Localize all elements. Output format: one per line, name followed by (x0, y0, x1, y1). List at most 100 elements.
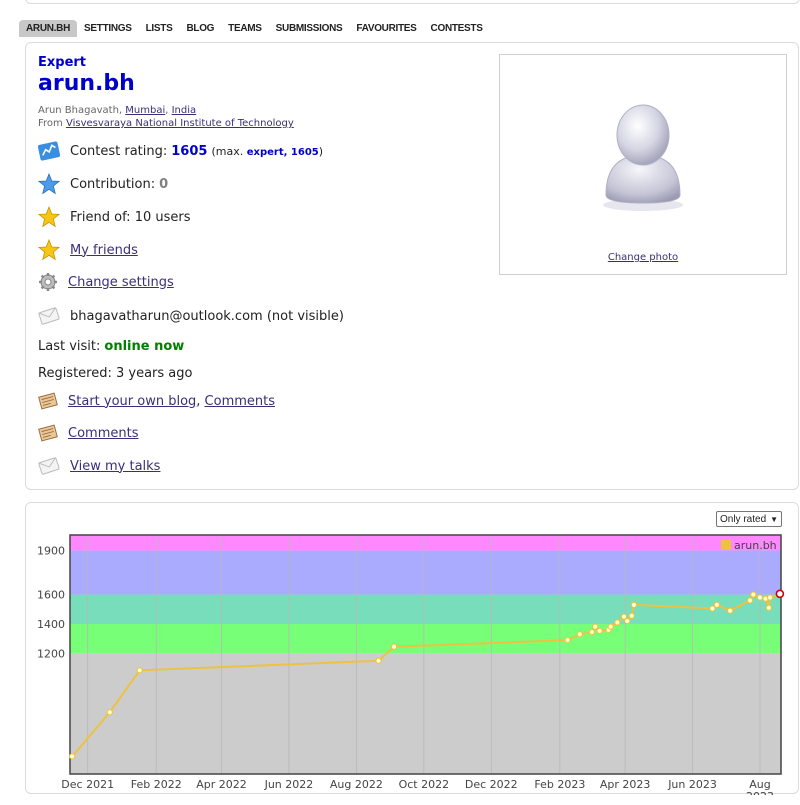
tab-settings[interactable]: SETTINGS (84, 22, 132, 34)
x-tick-label: Feb 2022 (131, 778, 182, 791)
rating-point (596, 627, 603, 634)
comments-icon (38, 423, 58, 443)
rating-band (70, 550, 781, 595)
friend-of-row: Friend of: 10 users (37, 205, 191, 228)
friend-of-text: Friend of: 10 users (70, 209, 191, 225)
contest-rating-row: Contest rating: 1605 (max. expert, 1605) (37, 140, 323, 162)
user-handle: arun.bh (38, 71, 135, 96)
contribution-row: Contribution: 0 (37, 172, 169, 195)
blog-row: Start your own blog, Comments (38, 391, 275, 411)
rating-point (765, 604, 772, 611)
rating-point (607, 623, 614, 630)
comments-row: Comments (38, 423, 138, 443)
tab-favourites[interactable]: FAVOURITES (356, 22, 417, 34)
rating-filter-select[interactable]: Only rated ▼ (716, 511, 782, 527)
avatar-placeholder-icon (603, 104, 683, 211)
rating-graph-icon (37, 140, 61, 162)
rating-point (564, 637, 571, 644)
legend-swatch (721, 540, 731, 550)
contribution-label: Contribution: (70, 176, 156, 192)
rating-point (628, 612, 635, 619)
x-tick-label: Aug (749, 778, 770, 791)
max-rating: 1605 (290, 146, 319, 158)
tab-lists[interactable]: LISTS (145, 22, 173, 34)
x-tick-label: Aug 2022 (330, 778, 383, 791)
registered-text: Registered: 3 years ago (38, 366, 193, 381)
rating-point (614, 619, 621, 626)
x-tick-label: Jun 2022 (264, 778, 314, 791)
rating-point (713, 601, 720, 608)
avatar-panel: Change photo (499, 54, 787, 275)
rating-point (756, 594, 764, 601)
profile-nav-tabs: ARUN.BH SETTINGS LISTS BLOG TEAMS SUBMIS… (19, 19, 490, 37)
my-friends-row: My friends (37, 238, 138, 261)
tab-teams[interactable]: TEAMS (228, 22, 262, 34)
star-icon (37, 238, 61, 261)
rating-point (576, 631, 583, 638)
rating-band (70, 535, 781, 551)
x-tick-label: Oct 2022 (399, 778, 450, 791)
user-details: Arun Bhagavath, Mumbai, India From Visve… (38, 105, 294, 129)
rating-point (390, 643, 398, 650)
user-fullname: Arun Bhagavath, (38, 105, 123, 116)
rating-value: 1605 (171, 143, 208, 159)
my-friends-link[interactable]: My friends (70, 242, 138, 258)
gear-icon (38, 272, 58, 292)
envelope-icon (38, 455, 60, 477)
rating-point (69, 753, 76, 760)
rating-point (375, 657, 382, 664)
rating-band (70, 623, 781, 654)
talks-row: View my talks (38, 455, 160, 477)
change-photo-link[interactable]: Change photo (607, 252, 679, 263)
x-tick-label: Jun 2023 (667, 778, 717, 791)
max-rank: expert, (246, 146, 288, 158)
blog-icon (38, 391, 58, 411)
rating-band (70, 653, 781, 774)
rating-graph-panel: Only rated ▼ 1200 1400 1600 1900 Dec 2021 Feb… (25, 502, 799, 795)
rating-point (620, 613, 628, 620)
tab-submissions[interactable]: SUBMISSIONS (275, 22, 343, 34)
x-tick-label: Apr 2023 (600, 778, 651, 791)
rating-point (630, 601, 638, 608)
x-tick-label: Dec 2021 (61, 778, 114, 791)
x-tick-label: 2023 (746, 790, 774, 795)
last-visit-label: Last visit: (38, 339, 101, 354)
tab-contests[interactable]: CONTESTS (430, 22, 483, 34)
country-link[interactable]: India (171, 105, 197, 116)
rating-point (106, 709, 113, 716)
comments-link[interactable]: Comments (68, 425, 139, 441)
top-panel-edge (25, 0, 800, 4)
legend-label: arun.bh (734, 539, 777, 552)
contribution-value: 0 (159, 176, 169, 192)
tab-profile[interactable]: ARUN.BH (19, 19, 78, 37)
rating-point (775, 589, 785, 599)
y-tick-label: 1400 (37, 618, 65, 631)
last-visit-row: Last visit: online now (38, 339, 184, 354)
email-row: bhagavatharun@outlook.com (not visible) (38, 305, 344, 327)
start-blog-link[interactable]: Start your own blog (68, 393, 197, 409)
rating-point (750, 591, 757, 598)
rating-point (592, 623, 599, 630)
y-tick-label: 1600 (37, 589, 65, 602)
city-link[interactable]: Mumbai (125, 105, 166, 116)
rating-point (624, 617, 631, 625)
rating-point (746, 597, 754, 604)
rating-filter-value: Only rated (720, 513, 767, 525)
change-settings-link[interactable]: Change settings (68, 274, 174, 290)
plot-border (69, 534, 782, 775)
last-visit-value: online now (104, 339, 185, 354)
rating-band (70, 594, 781, 624)
chevron-down-icon: ▼ (770, 514, 778, 524)
email-text: bhagavatharun@outlook.com (not visible) (70, 308, 344, 324)
rating-point (766, 594, 774, 601)
rating-point (136, 667, 143, 674)
view-talks-link[interactable]: View my talks (70, 458, 161, 474)
tab-blog[interactable]: BLOG (186, 22, 215, 34)
rating-label: Contest rating: (70, 143, 168, 159)
organization-link[interactable]: Visvesvaraya National Institute of Techn… (65, 118, 294, 129)
profile-panel: Expert arun.bh Arun Bhagavath, Mumbai, I… (25, 42, 799, 490)
blog-comments-link[interactable]: Comments (204, 393, 276, 409)
rating-point (727, 607, 734, 614)
from-label: From (38, 118, 63, 129)
envelope-icon (38, 305, 60, 327)
